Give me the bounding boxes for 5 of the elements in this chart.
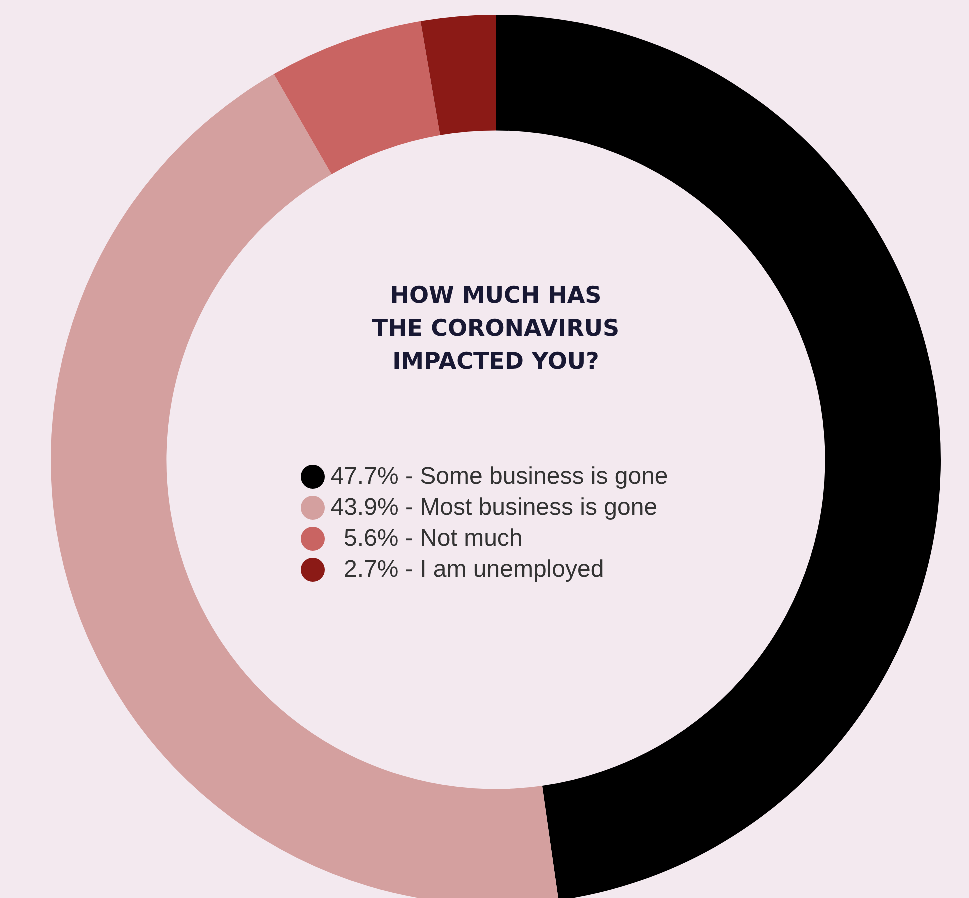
legend-label: 2.7% - I am unemployed <box>343 555 604 584</box>
text: HOW MUCH HAS THE CORONAVIRUS IMPACTED YOU? <box>371 282 621 377</box>
legend-label: 43.9% - Most business is gone <box>330 493 658 522</box>
legend-label: 5.6% - Not much <box>343 524 523 553</box>
legend-label: 47.7% - Some business is gone <box>330 462 668 491</box>
